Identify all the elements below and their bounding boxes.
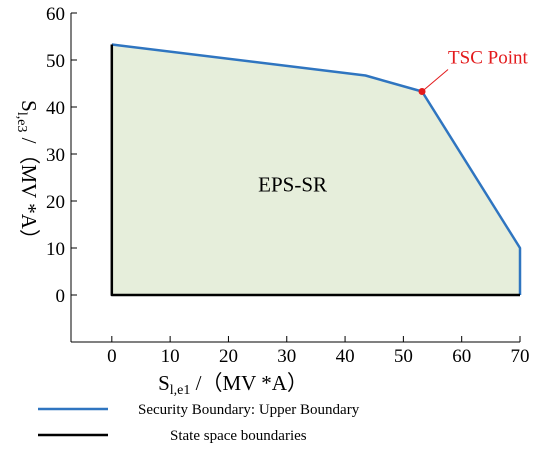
x-tick-label: 40	[336, 346, 355, 367]
x-tick-label: 50	[394, 346, 413, 367]
plot-area	[110, 43, 522, 297]
legend-label-security-boundary: Security Boundary: Upper Boundary	[138, 402, 360, 418]
y-axis-label-rest: /（MV *A）	[17, 132, 41, 249]
region-fill	[111, 44, 521, 295]
legend: Security Boundary: Upper Boundary State …	[38, 402, 360, 444]
x-tick-label: 60	[452, 346, 471, 367]
y-tick-label: 60	[46, 4, 65, 25]
axes	[70, 12, 521, 343]
y-tick-label: 40	[46, 98, 65, 119]
y-axis-label-sub: l,e3	[14, 112, 29, 133]
y-tick-label: 50	[46, 51, 65, 72]
x-tick-label: 30	[277, 346, 296, 367]
y-axis-label-main: S	[17, 100, 41, 112]
tick-labels: 0 10 20 30 40 50 60 70 0 10 20 30 40 50 60	[46, 4, 530, 367]
legend-label-state-space: State space boundaries	[170, 428, 307, 444]
series-line-state-space	[110, 44, 520, 297]
x-tick-label: 0	[107, 346, 117, 367]
y-tick-label: 10	[46, 239, 65, 260]
x-axis-label-main: S	[158, 371, 170, 395]
tsc-point-marker	[418, 87, 426, 95]
x-axis-label-rest: /（MV *A）	[190, 371, 307, 395]
y-axis-label: Sl,e3 /（MV *A）	[14, 100, 41, 250]
x-tick-label: 20	[219, 346, 238, 367]
y-tick-label: 20	[46, 192, 65, 213]
region-label: EPS-SR	[258, 173, 327, 197]
x-axis-label-sub: l,e1	[170, 383, 191, 398]
annotations: TSC Point	[418, 47, 528, 95]
annotation-label: TSC Point	[448, 47, 528, 68]
x-tick-label: 10	[161, 346, 180, 367]
annotation-leader	[421, 69, 449, 92]
y-tick-label: 0	[56, 286, 66, 307]
x-axis-label: Sl,e1 /（MV *A）	[158, 371, 308, 398]
y-tick-label: 30	[46, 145, 65, 166]
x-tick-label: 70	[511, 346, 530, 367]
